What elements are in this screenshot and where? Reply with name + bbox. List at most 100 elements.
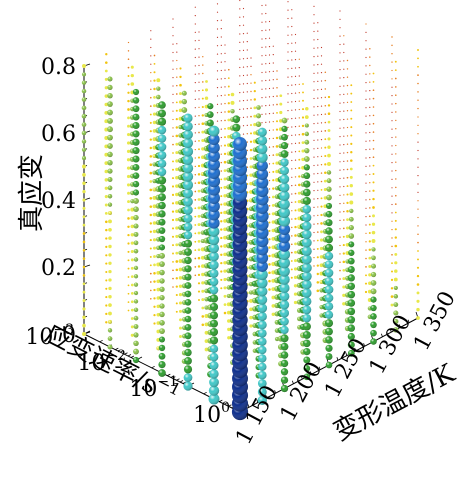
data-point bbox=[261, 38, 263, 40]
data-point bbox=[390, 278, 394, 281]
data-point bbox=[369, 156, 371, 159]
data-point bbox=[242, 133, 245, 135]
data-point bbox=[417, 183, 419, 185]
data-point bbox=[395, 94, 397, 96]
data-point bbox=[365, 40, 367, 42]
data-point bbox=[317, 30, 319, 32]
data-point bbox=[216, 95, 219, 97]
data-point bbox=[249, 181, 253, 186]
data-point bbox=[216, 20, 219, 22]
data-point bbox=[175, 234, 179, 238]
data-point bbox=[416, 283, 420, 286]
data-point-shade bbox=[209, 361, 219, 370]
data-point bbox=[127, 309, 130, 312]
data-point bbox=[265, 12, 267, 15]
data-point bbox=[224, 119, 226, 122]
data-point bbox=[343, 219, 345, 221]
data-point bbox=[220, 111, 222, 113]
data-point bbox=[291, 101, 293, 103]
data-point bbox=[82, 232, 86, 235]
data-point bbox=[172, 252, 174, 255]
data-point bbox=[197, 181, 201, 185]
data-point bbox=[343, 127, 345, 129]
data-point bbox=[327, 112, 331, 115]
data-point-shade bbox=[159, 278, 165, 284]
data-point bbox=[291, 126, 293, 128]
data-point bbox=[291, 42, 293, 44]
data-point bbox=[390, 303, 394, 307]
data-point bbox=[194, 266, 197, 268]
data-point-shade bbox=[207, 103, 214, 110]
data-point-shade bbox=[302, 305, 312, 315]
data-point-shade bbox=[183, 222, 193, 232]
data-point-shade bbox=[304, 123, 309, 128]
data-point bbox=[194, 182, 197, 184]
data-point bbox=[313, 198, 315, 200]
data-point bbox=[349, 184, 353, 188]
data-point-shade bbox=[184, 348, 192, 357]
data-point bbox=[395, 169, 397, 172]
data-point bbox=[324, 104, 327, 107]
data-point bbox=[339, 110, 341, 113]
data-point-shade bbox=[107, 118, 113, 124]
data-point bbox=[346, 201, 349, 205]
data-point bbox=[275, 145, 279, 148]
data-point bbox=[265, 4, 267, 6]
data-point bbox=[194, 199, 197, 201]
data-point-shade bbox=[208, 133, 220, 146]
data-point bbox=[294, 134, 297, 136]
data-point-shade bbox=[159, 286, 165, 292]
data-point bbox=[127, 41, 130, 44]
data-point bbox=[242, 116, 245, 118]
data-point bbox=[343, 43, 345, 45]
data-point-shade bbox=[81, 105, 87, 111]
data-point-shade bbox=[133, 324, 139, 329]
data-point bbox=[82, 332, 86, 336]
data-point bbox=[246, 82, 248, 85]
data-point bbox=[223, 277, 227, 282]
data-point-shade bbox=[301, 271, 312, 282]
data-point bbox=[265, 46, 267, 48]
data-point bbox=[342, 260, 346, 264]
data-point bbox=[294, 217, 297, 220]
data-point bbox=[149, 171, 153, 175]
data-point bbox=[242, 91, 245, 93]
data-point bbox=[391, 136, 393, 139]
data-point bbox=[294, 67, 297, 69]
data-point bbox=[202, 64, 204, 66]
data-point bbox=[327, 120, 331, 124]
data-point bbox=[150, 80, 152, 82]
data-point bbox=[342, 277, 346, 281]
data-point bbox=[172, 35, 174, 37]
data-point bbox=[298, 75, 300, 77]
data-point bbox=[82, 249, 86, 252]
data-point bbox=[395, 161, 397, 163]
data-point bbox=[301, 157, 305, 162]
z-axis-title: 真应变 bbox=[17, 154, 47, 232]
data-point bbox=[239, 8, 241, 10]
data-point bbox=[268, 37, 271, 39]
data-point bbox=[317, 55, 319, 57]
data-point bbox=[346, 218, 349, 221]
data-point bbox=[220, 253, 223, 256]
data-point bbox=[268, 213, 271, 216]
data-point bbox=[372, 206, 375, 209]
data-point bbox=[201, 281, 205, 285]
data-point-shade bbox=[256, 252, 269, 264]
data-point bbox=[346, 93, 349, 95]
data-point bbox=[271, 295, 276, 300]
data-point bbox=[316, 231, 319, 233]
data-point bbox=[293, 292, 298, 296]
data-point bbox=[239, 83, 241, 85]
data-point bbox=[197, 282, 201, 285]
data-point-shade bbox=[301, 237, 312, 248]
data-point bbox=[417, 225, 419, 227]
data-point bbox=[204, 322, 209, 327]
data-point bbox=[150, 298, 152, 300]
data-point bbox=[127, 75, 130, 77]
data-point bbox=[223, 210, 227, 215]
data-point bbox=[298, 66, 300, 69]
data-point bbox=[82, 240, 86, 244]
data-point bbox=[268, 146, 271, 148]
data-point bbox=[220, 19, 222, 21]
